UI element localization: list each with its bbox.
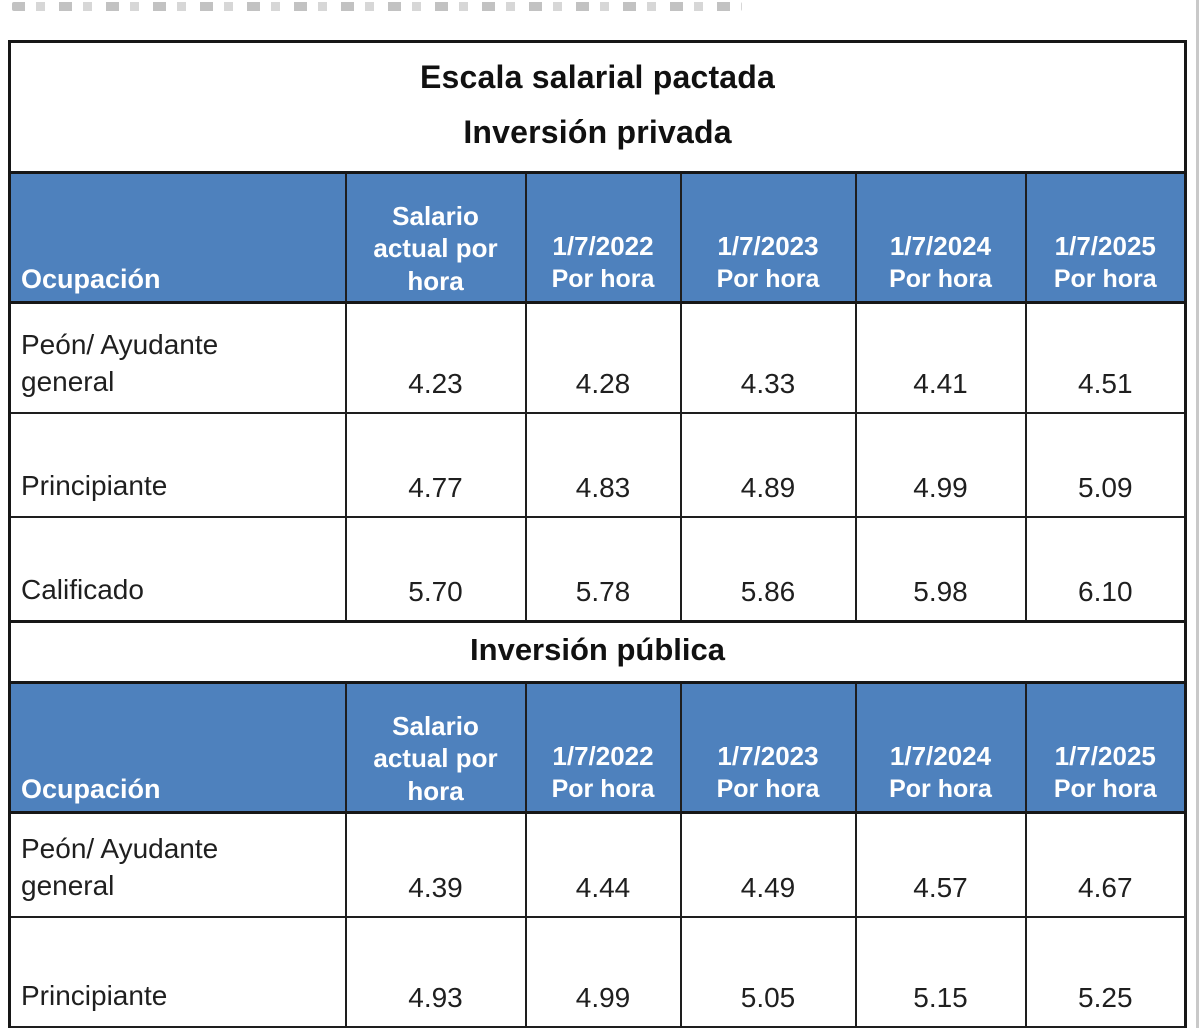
value-cell: 4.28 [524,301,682,414]
table-title-cell: Escala salarial pactada Inversión privad… [8,40,1187,174]
date-label: 1/7/2023 [717,740,819,771]
section-title-publica: Inversión pública [8,620,1187,684]
table-row-peon-privada: Peón/ Ayudante general 4.23 4.28 4.33 4.… [8,301,1187,414]
table-row-principiante-privada: Principiante 4.77 4.83 4.89 4.99 5.09 [8,412,1187,518]
column-header-2022: 1/7/2022 Por hora [524,171,682,304]
por-hora-label: Por hora [716,264,820,293]
value-cell: 5.78 [524,516,682,623]
column-header-2023: 1/7/2023 Por hora [679,171,857,304]
value-cell: 4.67 [1024,811,1187,918]
cropped-text-artifact [12,2,742,11]
section-band-publica: Inversión pública [8,620,1187,684]
column-header-salario-actual: Salario actual por hora [344,681,527,814]
table-title-row: Escala salarial pactada Inversión privad… [8,40,1187,174]
section-title-privada: Inversión privada [463,114,732,150]
occupation-cell: Peón/ Ayudante general [8,301,347,414]
value-cell: 4.99 [524,916,682,1028]
occupation-cell: Principiante [8,412,347,518]
date-label: 1/7/2024 [889,230,992,261]
por-hora-label: Por hora [1053,264,1157,293]
occupation-cell: Principiante [8,916,347,1028]
value-cell: 4.93 [344,916,527,1028]
column-header-2024: 1/7/2024 Por hora [854,681,1027,814]
por-hora-label: Por hora [716,774,820,803]
column-header-salario-actual-label: Salario actual por hora [373,200,498,296]
column-header-2023: 1/7/2023 Por hora [679,681,857,814]
column-header-salario-actual: Salario actual por hora [344,171,527,304]
value-cell: 5.15 [854,916,1027,1028]
column-header-2022: 1/7/2022 Por hora [524,681,682,814]
value-cell: 5.25 [1024,916,1187,1028]
value-cell: 5.70 [344,516,527,623]
value-cell: 6.10 [1024,516,1187,623]
header-row-publica: Ocupación Salario actual por hora 1/7/20… [8,681,1187,814]
header-row-privada: Ocupación Salario actual por hora 1/7/20… [8,171,1187,304]
date-label: 1/7/2024 [889,740,992,771]
occupation-label: Principiante [21,979,168,1011]
value-cell: 4.39 [344,811,527,918]
por-hora-label: Por hora [1053,774,1157,803]
value-cell: 4.23 [344,301,527,414]
column-header-2025: 1/7/2025 Por hora [1024,171,1187,304]
main-title: Escala salarial pactada [419,59,776,95]
por-hora-label: Por hora [551,264,655,293]
value-cell: 4.33 [679,301,857,414]
date-label: 1/7/2025 [1054,230,1156,261]
value-cell: 4.89 [679,412,857,518]
por-hora-label: Por hora [889,264,992,293]
page-edge-line [1196,0,1199,1028]
table-row-peon-publica: Peón/ Ayudante general 4.39 4.44 4.49 4.… [8,811,1187,918]
occupation-label: Peón/ Ayudante general [21,329,219,397]
value-cell: 4.83 [524,412,682,518]
column-header-salario-actual-label: Salario actual por hora [373,710,498,806]
occupation-cell: Calificado [8,516,347,623]
column-header-2024: 1/7/2024 Por hora [854,171,1027,304]
date-label: 1/7/2022 [552,230,654,261]
date-label: 1/7/2022 [552,740,654,771]
date-label: 1/7/2025 [1054,740,1156,771]
date-label: 1/7/2023 [717,230,819,261]
column-header-ocupacion: Ocupación [8,171,347,304]
value-cell: 4.44 [524,811,682,918]
table-row-principiante-publica: Principiante 4.93 4.99 5.05 5.15 5.25 [8,916,1187,1028]
occupation-label: Peón/ Ayudante general [21,833,219,901]
occupation-cell: Peón/ Ayudante general [8,811,347,918]
value-cell: 4.49 [679,811,857,918]
value-cell: 5.98 [854,516,1027,623]
column-header-ocupacion: Ocupación [8,681,347,814]
value-cell: 4.41 [854,301,1027,414]
value-cell: 5.09 [1024,412,1187,518]
value-cell: 5.05 [679,916,857,1028]
por-hora-label: Por hora [551,774,655,803]
occupation-label: Calificado [21,573,144,605]
salary-scale-table: Escala salarial pactada Inversión privad… [8,40,1188,1028]
por-hora-label: Por hora [889,774,992,803]
value-cell: 4.57 [854,811,1027,918]
occupation-label: Principiante [21,469,168,501]
value-cell: 5.86 [679,516,857,623]
value-cell: 4.77 [344,412,527,518]
value-cell: 4.99 [854,412,1027,518]
value-cell: 4.51 [1024,301,1187,414]
table-row-calificado-privada: Calificado 5.70 5.78 5.86 5.98 6.10 [8,516,1187,623]
column-header-2025: 1/7/2025 Por hora [1024,681,1187,814]
